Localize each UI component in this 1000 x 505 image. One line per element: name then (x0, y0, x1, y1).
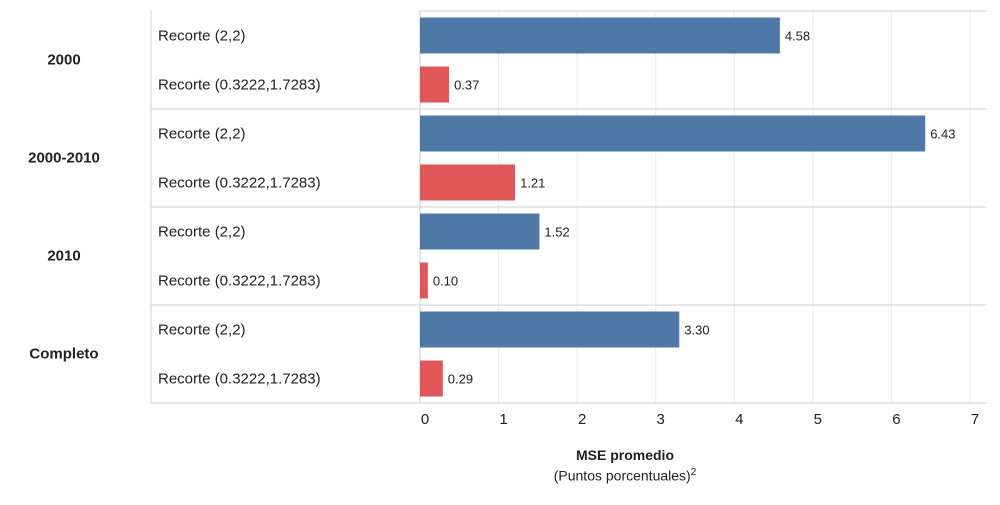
bar-value-label: 0.37 (454, 77, 480, 92)
x-tick-label: 1 (499, 411, 508, 428)
group-label: 2010 (47, 247, 81, 265)
bar (420, 213, 540, 250)
bar-value-label: 4.58 (784, 28, 811, 43)
bar (420, 115, 926, 152)
x-tick-label: 2 (577, 411, 587, 428)
row-label: Recorte (2,2) (158, 27, 246, 44)
bar-value-label: 3.30 (684, 322, 710, 337)
x-tick-label: 6 (892, 411, 901, 428)
bar (420, 66, 450, 103)
x-axis-subtitle-superscript: 2 (690, 467, 697, 478)
row-label: Recorte (2,2) (158, 125, 246, 142)
bar (420, 360, 443, 397)
group-label: 2000 (47, 51, 81, 69)
row-label: Recorte (0.3222,1.7283) (158, 370, 321, 387)
row-label: Recorte (0.3222,1.7283) (158, 174, 321, 191)
x-tick-label: 4 (735, 411, 744, 428)
bar-value-label: 1.21 (520, 175, 546, 190)
x-axis-subtitle: (Puntos porcentuales)2 (420, 467, 830, 484)
bar (420, 17, 780, 54)
group-label: Completo (29, 345, 99, 363)
row-label: Recorte (0.3222,1.7283) (158, 272, 321, 289)
row-label: Recorte (2,2) (158, 321, 246, 338)
row-label: Recorte (2,2) (158, 223, 246, 240)
bar (420, 262, 428, 299)
x-tick-label: 7 (970, 411, 980, 428)
bar-value-label: 0.29 (447, 371, 474, 386)
x-axis-subtitle-text: (Puntos porcentuales) (553, 467, 691, 484)
bar (420, 311, 680, 348)
bar (420, 164, 516, 201)
row-label: Recorte (0.3222,1.7283) (158, 76, 321, 93)
group-label: 2000-2010 (28, 149, 100, 167)
bar-value-label: 0.10 (432, 273, 459, 288)
bar-value-label: 6.43 (930, 126, 956, 141)
x-tick-label: 3 (656, 411, 665, 428)
x-tick-label: 0 (420, 411, 430, 428)
bar-value-label: 1.52 (544, 224, 570, 239)
x-axis-title: MSE promedio (575, 447, 674, 463)
x-tick-label: 5 (813, 411, 823, 428)
